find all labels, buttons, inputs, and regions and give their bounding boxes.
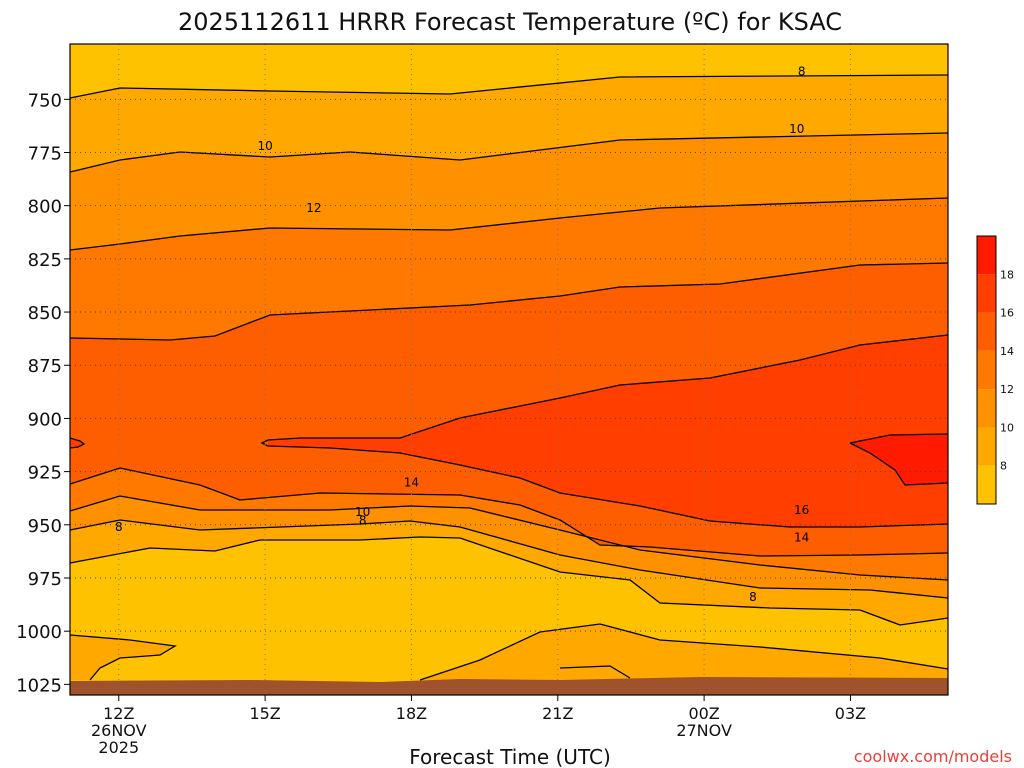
- y-tick-label: 800: [28, 197, 62, 218]
- x-tick-date: 27NOV: [676, 721, 732, 740]
- y-tick-label: 875: [28, 356, 62, 377]
- x-tick-label: 03Z: [835, 704, 866, 723]
- contour-line: [69, 519, 949, 599]
- contour-line: [69, 437, 86, 449]
- contour-line: [69, 634, 177, 681]
- colorbar-segment: [977, 274, 996, 313]
- contour-label: 12: [306, 201, 321, 215]
- contour-line: [69, 74, 949, 99]
- y-tick-label: 1000: [16, 622, 62, 643]
- contour-line: [849, 433, 949, 444]
- contour-line: [260, 439, 269, 447]
- band-surface-warm-right: [420, 624, 948, 680]
- contour-line: [69, 536, 949, 626]
- chart-title: 2025112611 HRRR Forecast Temperature (ºC…: [178, 8, 842, 36]
- colorbar-segment: [977, 427, 996, 466]
- contour-label: 8: [115, 520, 123, 534]
- y-axis: 750 775 800 825 850 875 900 925 950 975 1000 1025: [16, 90, 70, 696]
- contour-label: 8: [749, 590, 757, 604]
- colorbar-segment: [977, 350, 996, 390]
- y-tick-label: 925: [28, 463, 62, 484]
- x-tick-year: 2025: [98, 738, 139, 757]
- colorbar-label: 10: [1000, 421, 1014, 434]
- x-axis-title: Forecast Time (UTC): [409, 745, 611, 768]
- colorbar-segment: [977, 312, 996, 351]
- contour-line: [267, 334, 949, 441]
- x-tick-date: 26NOV: [91, 721, 147, 740]
- y-tick-label: 900: [28, 409, 62, 430]
- band-above-18: [850, 434, 948, 485]
- contour-line: [419, 623, 949, 681]
- y-tick-label: 950: [28, 516, 62, 537]
- colorbar-segment: [977, 236, 996, 275]
- contour-line: [69, 132, 949, 173]
- contour-line: [69, 262, 949, 341]
- colorbar-label: 14: [1000, 345, 1014, 358]
- contour-label: 10: [355, 505, 370, 519]
- ground-strip: [70, 677, 948, 695]
- x-tick-label: 18Z: [396, 704, 427, 723]
- y-tick-label: 825: [28, 250, 62, 271]
- contour-label: 10: [257, 139, 272, 153]
- y-tick-label: 1025: [16, 675, 62, 696]
- contour-label: 8: [359, 514, 367, 528]
- colorbar-label: 18: [1000, 268, 1014, 281]
- contour-label: 14: [404, 475, 419, 489]
- x-tick-label: 21Z: [542, 704, 573, 723]
- contour-label: 10: [789, 122, 804, 136]
- contour-label: 14: [794, 531, 809, 545]
- contour-lines: [69, 74, 949, 681]
- x-tick-label: 00Z: [688, 704, 719, 723]
- colorbar-label: 16: [1000, 307, 1014, 320]
- contour-label: 16: [794, 503, 809, 517]
- contour-line: [559, 665, 631, 679]
- colorbar-label: 12: [1000, 383, 1014, 396]
- credit-label[interactable]: coolwx.com/models: [854, 747, 1012, 766]
- contour-line: [69, 495, 949, 581]
- band-16-18: [268, 335, 948, 527]
- contour-label: 8: [798, 65, 806, 79]
- contour-line: [849, 442, 949, 486]
- grid: [70, 44, 948, 695]
- colorbar-segment: [977, 465, 996, 504]
- colorbar-frame: [976, 235, 997, 505]
- colorbar: 8 10 12 14 16 18: [976, 235, 1014, 505]
- contour-line: [69, 467, 949, 557]
- y-tick-label: 775: [28, 144, 62, 165]
- colorbar-label: 8: [1000, 460, 1007, 473]
- y-tick-label: 975: [28, 569, 62, 590]
- x-tick-label: 15Z: [249, 704, 280, 723]
- x-tick-label: 12Z: [103, 704, 134, 723]
- contour-line: [69, 197, 949, 251]
- colorbar-segment: [977, 389, 996, 428]
- plot-frame: [69, 43, 949, 696]
- y-tick-label: 750: [28, 90, 62, 111]
- filled-contour-bands: [70, 44, 948, 695]
- contour-line: [267, 445, 949, 528]
- y-tick-label: 850: [28, 303, 62, 324]
